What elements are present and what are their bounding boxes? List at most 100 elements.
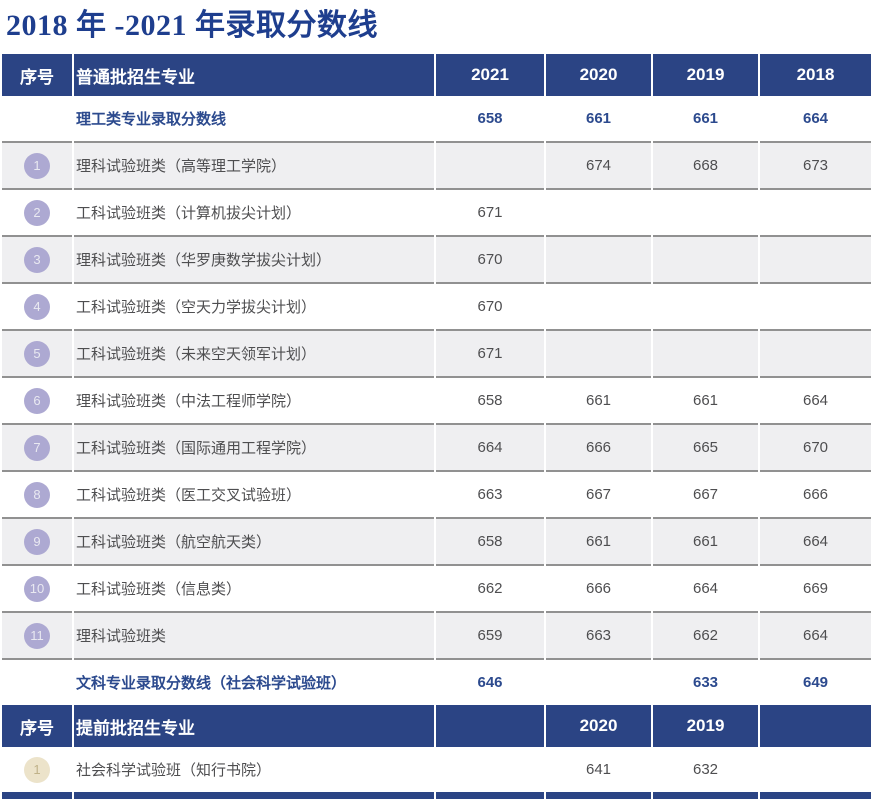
score-cell: 667 [546, 470, 651, 517]
index-cell: 10 [2, 564, 72, 611]
score-cell [546, 329, 651, 376]
science-summary-row: 理工类专业录取分数线 658 661 661 664 [2, 96, 871, 141]
score-cell: 661 [653, 96, 758, 141]
score-cell: 646 [436, 658, 544, 705]
table1-col-index: 序号 [2, 54, 72, 96]
program-cell: 工科试验班类（空天力学拔尖计划） [74, 282, 434, 329]
row-number-badge: 2 [24, 199, 50, 226]
score-cell [760, 188, 871, 235]
score-cell: 658 [436, 96, 544, 141]
program-label: 理科试验班类（华罗庚数学拔尖计划） [76, 252, 332, 269]
score-cell [653, 329, 758, 376]
index-cell: 7 [2, 423, 72, 470]
program-cell: 工科试验班类（未来空天领军计划） [74, 329, 434, 376]
table2-col-index: 序号 [2, 705, 72, 747]
program-cell: 理科试验班类（中法工程师学院） [74, 376, 434, 423]
program-label: 工科试验班类（医工交叉试验班） [76, 487, 302, 504]
score-cell: 664 [760, 376, 871, 423]
score-cell: 668 [653, 141, 758, 188]
score-cell: 664 [760, 611, 871, 658]
row-number-badge: 11 [24, 622, 50, 649]
score-cell: 664 [760, 517, 871, 564]
score-cell [760, 747, 871, 792]
table2-col-year-2019: 2019 [653, 705, 758, 747]
table-row: 11 理科试验班类 659 663 662 664 [2, 611, 871, 658]
row-number-badge: 4 [24, 293, 50, 320]
table-row: 5 工科试验班类（未来空天领军计划） 671 [2, 329, 871, 376]
score-cell: 664 [436, 423, 544, 470]
score-cell: 671 [436, 329, 544, 376]
score-cell: 661 [546, 96, 651, 141]
score-cell: 667 [653, 470, 758, 517]
row-number-badge: 10 [24, 575, 50, 602]
program-label: 工科试验班类（空天力学拔尖计划） [76, 299, 317, 316]
table-row: 7 工科试验班类（国际通用工程学院） 664 666 665 670 [2, 423, 871, 470]
table1-col-year-2021: 2021 [436, 54, 544, 96]
table-row: 1 理科试验班类（高等理工学院） 674 668 673 [2, 141, 871, 188]
table2-col-year-blank2 [760, 705, 871, 747]
program-label: 工科试验班类（未来空天领军计划） [76, 346, 317, 363]
page-title: 2018 年 -2021 年录取分数线 [6, 9, 378, 42]
index-cell: 1 [2, 141, 72, 188]
program-label: 工科试验班类（计算机拔尖计划） [76, 205, 302, 222]
score-cell [760, 282, 871, 329]
row-number-badge: 3 [24, 246, 50, 273]
program-label: 社会科学试验班（知行书院） [76, 762, 272, 779]
score-cell: 632 [653, 747, 758, 792]
index-cell: 1 [2, 747, 72, 792]
table-row: 10 工科试验班类（信息类） 662 666 664 669 [2, 564, 871, 611]
program-cell: 工科试验班类（国际通用工程学院） [74, 423, 434, 470]
row-number-badge: 1 [24, 756, 50, 783]
table1-col-year-2019: 2019 [653, 54, 758, 96]
score-cell: 671 [436, 188, 544, 235]
score-cell: 666 [546, 564, 651, 611]
row-number-badge: 9 [24, 528, 50, 555]
score-cell: 659 [436, 611, 544, 658]
index-cell: 6 [2, 376, 72, 423]
row-number-badge: 1 [24, 152, 50, 179]
table2-col-major: 提前批招生专业 [74, 705, 434, 747]
score-cell: 663 [546, 611, 651, 658]
score-cell [653, 188, 758, 235]
score-cell [760, 235, 871, 282]
row-number-badge: 7 [24, 434, 50, 461]
score-cell: 665 [653, 423, 758, 470]
program-label: 工科试验班类（国际通用工程学院） [76, 440, 317, 457]
empty-index-cell [2, 658, 72, 705]
program-cell: 理科试验班类 [74, 611, 434, 658]
table1-col-year-2018: 2018 [760, 54, 871, 96]
score-cell [653, 235, 758, 282]
table1-col-major: 普通批招生专业 [74, 54, 434, 96]
score-cell: 661 [546, 376, 651, 423]
table-row: 2 工科试验班类（计算机拔尖计划） 671 [2, 188, 871, 235]
empty-index-cell [2, 96, 72, 141]
row-number-badge: 8 [24, 481, 50, 508]
score-cell: 670 [760, 423, 871, 470]
program-label: 工科试验班类（航空航天类） [76, 534, 272, 551]
program-cell: 工科试验班类（计算机拔尖计划） [74, 188, 434, 235]
program-label: 理科试验班类（中法工程师学院） [76, 393, 302, 410]
score-cell [760, 329, 871, 376]
score-cell: 661 [546, 517, 651, 564]
table-row: 6 理科试验班类（中法工程师学院） 658 661 661 664 [2, 376, 871, 423]
score-cell: 673 [760, 141, 871, 188]
program-label: 理科试验班类（高等理工学院） [76, 158, 287, 175]
program-label: 工科试验班类（信息类） [76, 581, 242, 598]
score-cell: 662 [436, 564, 544, 611]
admission-scores-table: 序号 普通批招生专业 2021 2020 2019 2018 理工类专业录取分数… [0, 54, 873, 799]
table2-col-year-blank1 [436, 705, 544, 747]
score-cell: 674 [546, 141, 651, 188]
score-cell: 669 [760, 564, 871, 611]
score-cell: 663 [436, 470, 544, 517]
summary-label: 理工类专业录取分数线 [74, 96, 434, 141]
index-cell: 3 [2, 235, 72, 282]
score-cell [436, 141, 544, 188]
score-cell: 664 [653, 564, 758, 611]
score-cell: 666 [546, 423, 651, 470]
table-row: 4 工科试验班类（空天力学拔尖计划） 670 [2, 282, 871, 329]
score-cell [546, 658, 651, 705]
index-cell: 9 [2, 517, 72, 564]
score-cell: 670 [436, 235, 544, 282]
score-cell: 658 [436, 517, 544, 564]
program-cell: 理科试验班类（高等理工学院） [74, 141, 434, 188]
